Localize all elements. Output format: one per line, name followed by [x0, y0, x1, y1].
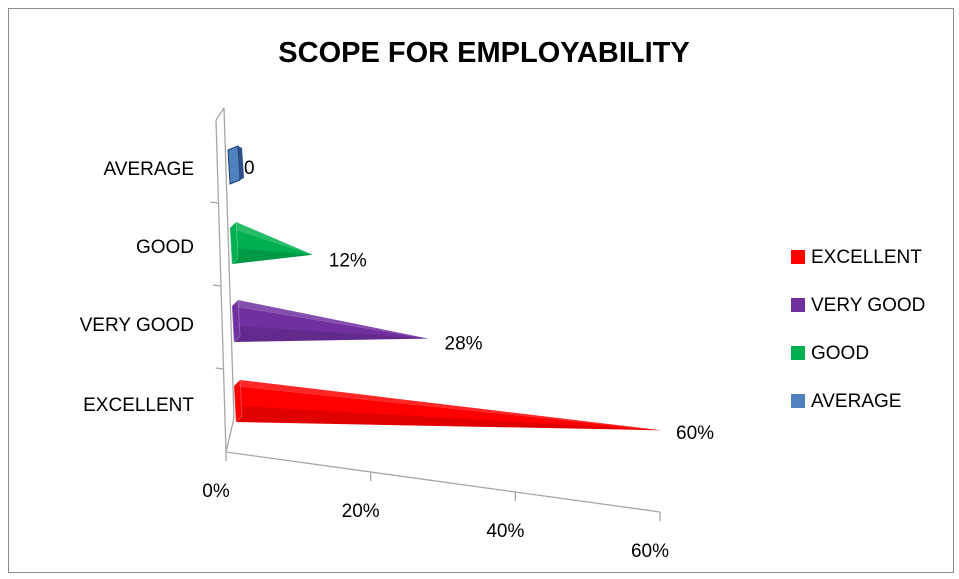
legend-swatch — [791, 394, 805, 408]
legend-label: VERY GOOD — [811, 295, 925, 316]
bar-base — [233, 378, 243, 424]
legend-swatch — [791, 346, 805, 360]
category-labels: AVERAGE GOOD VERY GOOD EXCELLENT — [80, 159, 195, 416]
category-label: EXCELLENT — [83, 395, 194, 416]
x-tick-label: 60% — [631, 541, 669, 562]
legend: EXCELLENT VERY GOOD GOOD AVERAGE — [791, 247, 925, 412]
chart-title: SCOPE FOR EMPLOYABILITY — [278, 37, 689, 69]
data-label: 28% — [445, 333, 483, 354]
bar-good — [229, 220, 313, 266]
data-label: 60% — [676, 423, 714, 444]
legend-item-average: AVERAGE — [791, 391, 901, 412]
legend-swatch — [791, 250, 805, 264]
bar-base — [229, 220, 239, 266]
y-axis-tick — [215, 367, 224, 370]
wall-top-edge — [215, 107, 225, 121]
chart-frame — [8, 8, 954, 573]
bar-top-face — [230, 222, 313, 255]
bar-shade — [233, 325, 429, 342]
legend-swatch — [791, 298, 805, 312]
x-tick-label: 0% — [202, 481, 230, 502]
legend-item-good: GOOD — [791, 343, 869, 364]
bar-side — [238, 146, 244, 180]
chart-axes — [210, 107, 661, 521]
bar-front-face — [234, 386, 662, 431]
data-label: 0 — [244, 158, 255, 179]
bar-average — [227, 145, 244, 185]
chart-bars — [227, 145, 662, 431]
legend-item-very-good: VERY GOOD — [791, 295, 925, 316]
legend-item-excellent: EXCELLENT — [791, 247, 922, 268]
data-labels: 0 12% 28% 60% — [244, 158, 714, 444]
bar-shade — [235, 405, 662, 431]
bar-top-face — [234, 380, 662, 431]
legend-label: AVERAGE — [811, 391, 901, 412]
bar-face — [227, 145, 241, 185]
wall-back-edge — [223, 107, 235, 419]
bar-very-good — [231, 298, 429, 344]
bar-excellent — [233, 378, 662, 431]
category-label: VERY GOOD — [80, 315, 194, 336]
data-label: 12% — [329, 251, 367, 272]
x-tick-label: 20% — [342, 501, 380, 522]
bar-shade — [231, 247, 313, 264]
bar-top-face — [232, 300, 429, 339]
floor-depth-line — [225, 417, 235, 453]
x-tick-labels: 0% 20% 40% 60% — [202, 481, 669, 562]
y-axis-tick — [212, 284, 222, 287]
bar-front-face — [230, 228, 313, 264]
y-axis-tick — [210, 201, 219, 204]
x-axis-line — [225, 451, 661, 513]
legend-label: EXCELLENT — [811, 247, 922, 268]
category-label: GOOD — [136, 237, 194, 258]
bar-front-face — [232, 306, 429, 342]
bar-base — [231, 298, 241, 344]
legend-label: GOOD — [811, 343, 869, 364]
x-tick-label: 40% — [486, 521, 524, 542]
category-label: AVERAGE — [104, 159, 194, 180]
